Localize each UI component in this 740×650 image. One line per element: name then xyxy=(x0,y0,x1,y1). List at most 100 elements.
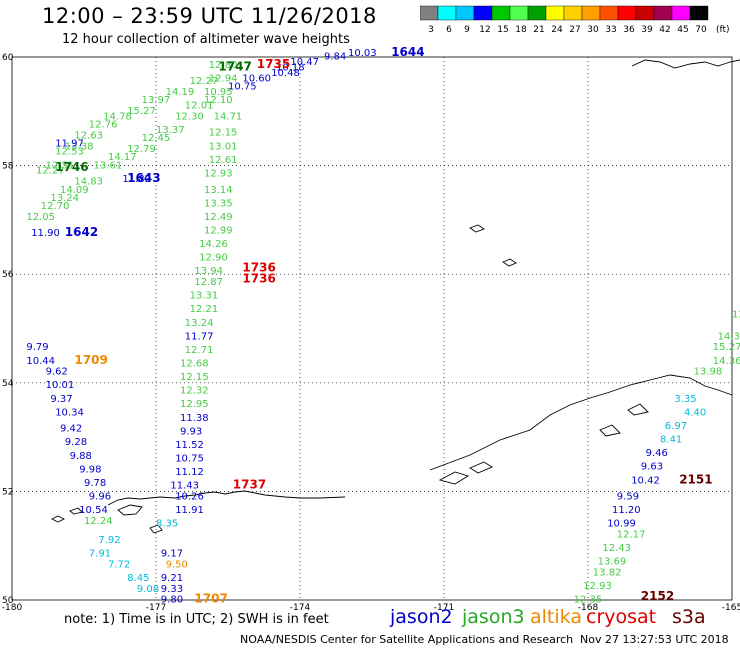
wave-height-label-jason2: 10.75 xyxy=(175,454,204,465)
wave-height-label-jason3: 13.61 xyxy=(94,160,123,171)
wave-height-label-jason2: 11.20 xyxy=(612,505,641,516)
wave-height-label-jason3: 12.43 xyxy=(602,543,631,554)
coastline-layer xyxy=(50,59,740,534)
island-east-4 xyxy=(627,403,649,416)
island-east-2 xyxy=(469,461,493,474)
wave-height-label-jason3: 12.05 xyxy=(26,212,55,223)
wave-height-label-jason2: 10.01 xyxy=(46,380,75,391)
pass-time-label: 1737 xyxy=(233,478,266,492)
wave-height-label-jason3: 14.09 xyxy=(60,185,89,196)
wave-height-label-jason3: 14.39 xyxy=(718,331,740,342)
generation-timestamp: Nov 27 13:27:53 UTC 2018 xyxy=(580,633,729,646)
wave-height-label-jason3: 12.17 xyxy=(617,530,646,541)
wave-height-label-jason3: 12.99 xyxy=(204,225,233,236)
wave-height-label-jason2: 9.59 xyxy=(617,492,639,503)
legend-cryosat: cryosat xyxy=(586,606,657,628)
pass-time-label: 1747 xyxy=(218,60,251,74)
wave-height-label-jason2: 9.96 xyxy=(89,492,111,503)
wave-height-label-jason2: 9.84 xyxy=(324,52,346,63)
wave-height-label-jason3: 12.90 xyxy=(199,253,228,264)
wave-height-label-jason2: 10.26 xyxy=(175,492,204,503)
wave-height-label-jason2: 11.43 xyxy=(170,481,199,492)
wave-height-label-jason3: 12.49 xyxy=(204,212,233,223)
latitude-tick-label: 50 xyxy=(2,596,14,606)
credit-line: NOAA/NESDIS Center for Satellite Applica… xyxy=(240,633,574,646)
wave-height-label-jason3: 12.95 xyxy=(180,399,209,410)
wave-height-label-jason3: 15.27 xyxy=(127,106,156,117)
wave-height-label-jason2: 11.52 xyxy=(175,440,204,451)
wave-height-label-jason3: 12.30 xyxy=(175,111,204,122)
pribilof-island-2 xyxy=(502,258,517,267)
latitude-tick-label: 56 xyxy=(2,270,14,280)
lat-lon-grid: -180 -177 -174 -171 -168 -165 60 58 56 54 52 50 xyxy=(2,53,740,613)
wave-height-label-jason3: 13.24 xyxy=(185,318,214,329)
wave-height-label-jason3: 13.97 xyxy=(142,95,171,106)
wave-height-label-jason3: 13.31 xyxy=(190,291,219,302)
wave-height-label-jason2: 9.28 xyxy=(65,437,87,448)
wave-height-label-jason2: 4.40 xyxy=(684,407,706,418)
wave-height-label-jason3: 12.27 xyxy=(190,76,219,87)
pass-time-label: 1643 xyxy=(127,171,160,185)
wave-height-label-jason2: 8.41 xyxy=(660,435,682,446)
wave-height-label-jason2: 9.37 xyxy=(50,394,72,405)
colorbar-tick-label: 33 xyxy=(605,25,616,35)
wave-height-label-jason3: 15.27 xyxy=(713,342,740,353)
wave-height-label-jason2: 10.60 xyxy=(242,73,271,84)
colorbar-tick-label: 6 xyxy=(446,25,452,35)
wave-height-label-jason3: 14.83 xyxy=(74,177,103,188)
colorbar-tick-label: 3 xyxy=(428,25,434,35)
wave-height-label-jason3: 12.93 xyxy=(583,581,612,592)
wave-height-label-jason3: 12.45 xyxy=(142,133,171,144)
wave-height-label-jason3: 13.35 xyxy=(204,198,233,209)
wave-height-label-jason2: 9.78 xyxy=(84,478,106,489)
latitude-tick-label: 60 xyxy=(2,53,14,63)
wave-height-label-jason2: 11.38 xyxy=(180,413,209,424)
wave-height-label-jason3: 12.24 xyxy=(84,516,113,527)
longitude-tick-label: -171 xyxy=(434,603,454,613)
longitude-tick-label: -168 xyxy=(578,603,599,613)
wave-height-label-jason2: 8.45 xyxy=(127,573,149,584)
wave-height-label-jason3: 12.70 xyxy=(41,201,70,212)
wave-height-label-jason3: 12.35 xyxy=(574,595,603,606)
wave-height-label-jason2: 6.97 xyxy=(665,421,687,432)
latitude-tick-label: 54 xyxy=(2,379,14,389)
colorbar-tick-label: 70 xyxy=(695,25,707,35)
wave-height-label-jason3: 12.87 xyxy=(194,277,223,288)
wave-height-label-jason2: 10.34 xyxy=(55,407,84,418)
alaska-peninsula-coast xyxy=(429,374,733,471)
pass-time-label: 1642 xyxy=(65,225,98,239)
wave-height-label-jason2: 9.21 xyxy=(161,573,183,584)
wave-height-label-jason2: 10.54 xyxy=(79,505,108,516)
wave-height-label-jason2: 9.08 xyxy=(137,584,159,595)
island-west-4 xyxy=(149,524,163,534)
wave-height-label-jason3: 12.21 xyxy=(190,304,219,315)
pass-time-label: 2151 xyxy=(679,472,712,486)
wave-height-label-jason3: 12.61 xyxy=(209,155,238,166)
colorbar-tick-label: 24 xyxy=(551,25,563,35)
pass-time-label: 1709 xyxy=(74,353,107,367)
wave-height-label-jason2: 9.98 xyxy=(79,464,101,475)
map-title: 12:00 – 23:59 UTC 11/26/2018 xyxy=(42,4,377,28)
wave-height-label-jason2: 7.92 xyxy=(98,535,120,546)
wave-height-label-jason3: 14.36 xyxy=(713,356,740,367)
wave-height-label-jason3: 12.51 xyxy=(46,160,75,171)
colorbar-tick-label: 15 xyxy=(497,25,508,35)
colorbar-tick-label: 39 xyxy=(641,25,653,35)
wave-height-label-jason3: 12.10 xyxy=(204,95,233,106)
wave-height-label-jason3: 13.38 xyxy=(65,141,94,152)
wave-height-label-jason3: 13.37 xyxy=(156,125,185,136)
wave-height-label-jason3: 10.95 xyxy=(204,87,233,98)
alaska-mainland-coast xyxy=(631,59,740,69)
wave-height-label-altika: 9.50 xyxy=(166,559,188,570)
wave-height-label-jason2: 9.62 xyxy=(46,367,68,378)
wave-height-label-jason3: 12.27 xyxy=(36,166,65,177)
wave-height-label-jason2: 11.97 xyxy=(55,139,84,150)
island-west-2 xyxy=(69,507,83,515)
pribilof-island-1 xyxy=(469,224,485,233)
pass-time-label: 1644 xyxy=(391,45,424,59)
wave-height-label-jason3: 13.14 xyxy=(204,185,233,196)
wave-height-label-jason2: 10.47 xyxy=(290,57,319,68)
legend-jason3: jason3 xyxy=(462,606,525,628)
